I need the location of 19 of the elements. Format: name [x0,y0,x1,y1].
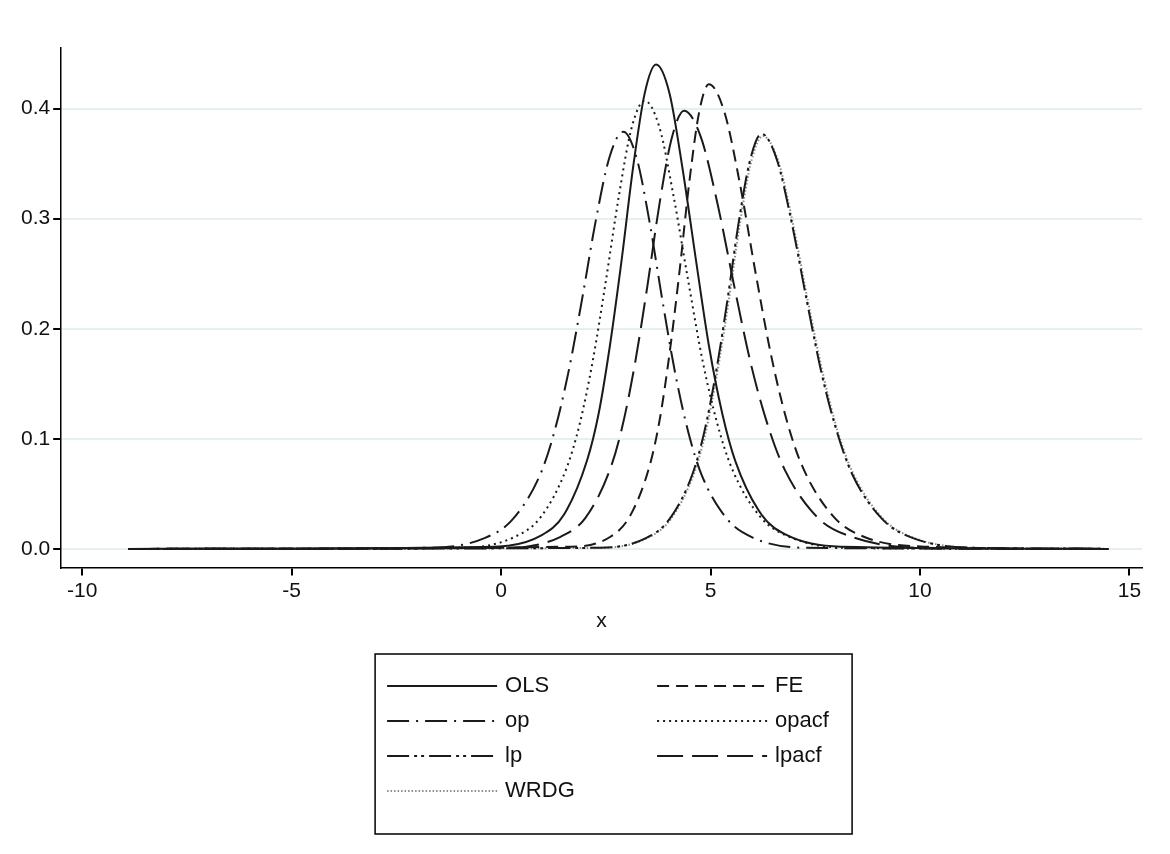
y-tick-label: 0.1 [20,425,51,449]
x-axis-title: x [596,608,608,632]
y-tick-label: 0.4 [20,95,51,119]
x-tick-label: 10 [908,578,932,601]
x-tick-label: -5 [282,578,301,601]
x-tick-label: 0 [495,578,507,601]
legend-label: opacf [775,707,830,733]
y-tick-label: 0.0 [20,535,51,559]
legend-label: lp [505,742,523,768]
x-tick-label: 15 [1117,578,1142,601]
y-tick-label: 0.3 [20,205,51,229]
x-tick-label: 5 [704,578,717,601]
legend-label: lpacf [775,742,823,768]
x-tick-label: -10 [66,578,98,601]
y-tick-label: 0.2 [20,315,51,339]
legend-label: op [505,707,530,733]
legend-label: WRDG [505,777,575,803]
legend-label: FE [775,672,804,698]
legend-label: OLS [505,672,550,698]
